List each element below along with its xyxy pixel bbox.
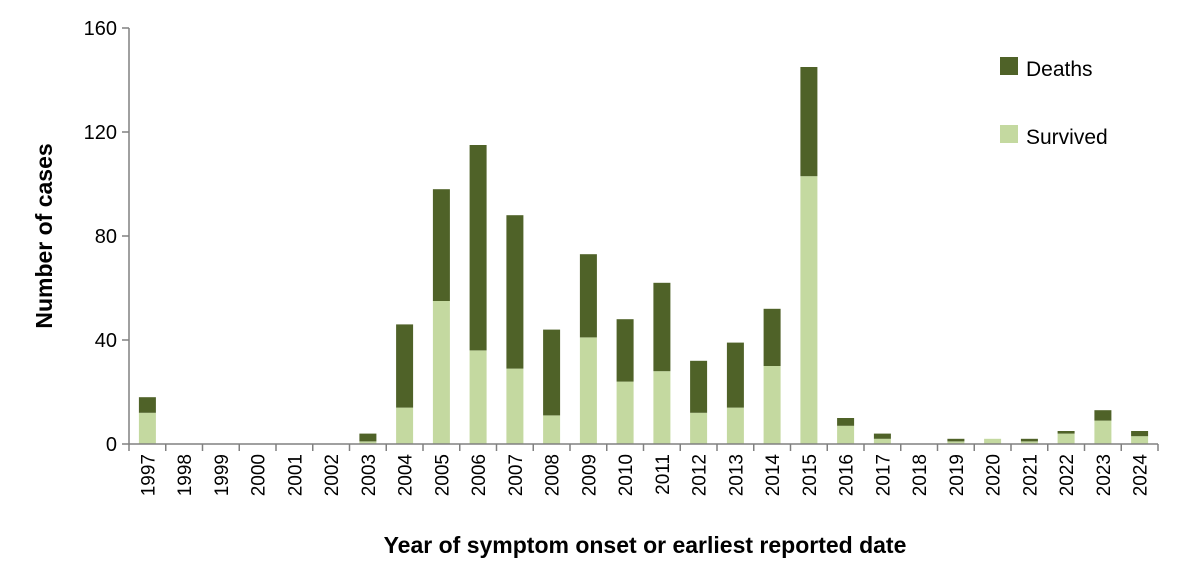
y-tick-label: 40 (95, 330, 117, 352)
bar-deaths-2008 (543, 329, 561, 416)
bar-deaths-2007 (506, 215, 524, 369)
bar-deaths-2022 (1057, 431, 1075, 434)
y-tick-label: 80 (95, 226, 117, 248)
legend-swatch-survived (1000, 125, 1018, 143)
bar-survived-2022 (1057, 433, 1075, 444)
x-tick-label-2015: 2015 (800, 454, 821, 496)
bar-survived-2024 (1131, 436, 1149, 444)
x-tick-label-2017: 2017 (873, 454, 894, 496)
bar-deaths-2009 (579, 254, 597, 338)
bar-survived-2016 (837, 425, 855, 444)
bar-survived-1997 (138, 412, 156, 444)
x-tick-group: 1997 1998 1999 2000 2001 2002 2003 2004 2005 2006… (128, 444, 1159, 497)
x-tick-label-2003: 2003 (359, 454, 380, 496)
x-tick-label-2022: 2022 (1057, 454, 1078, 496)
x-tick-label-2002: 2002 (322, 454, 343, 496)
bar-survived-2003 (359, 441, 377, 444)
x-tick-label-2012: 2012 (690, 454, 711, 496)
x-tick-label-1998: 1998 (175, 454, 196, 496)
axes-group (128, 28, 1158, 445)
x-tick-label-2011: 2011 (653, 454, 674, 495)
y-tick-label: 0 (106, 434, 117, 456)
bar-survived-2021 (1020, 441, 1038, 444)
bar-deaths-2014 (763, 308, 781, 366)
x-tick-label-2001: 2001 (285, 454, 306, 496)
bar-deaths-1997 (138, 397, 156, 413)
bar-deaths-2004 (396, 324, 414, 408)
x-tick-label-1999: 1999 (212, 454, 233, 496)
bar-deaths-2012 (690, 360, 708, 413)
bar-survived-2012 (690, 412, 708, 444)
bar-survived-2004 (396, 407, 414, 444)
x-tick-label-2007: 2007 (506, 454, 527, 496)
bar-survived-2019 (947, 441, 965, 444)
x-tick-label-2006: 2006 (469, 454, 490, 496)
x-tick-label-2008: 2008 (543, 454, 564, 496)
x-tick-label-1997: 1997 (138, 454, 159, 496)
bar-deaths-2016 (837, 418, 855, 426)
bar-deaths-2015 (800, 67, 818, 177)
y-tick-group: 0 40 80 120 160 (84, 18, 129, 456)
x-tick-label-2010: 2010 (616, 454, 637, 496)
bar-survived-2007 (506, 368, 524, 444)
x-tick-label-2016: 2016 (837, 454, 858, 496)
bar-survived-2020 (984, 438, 1002, 444)
x-tick-label-2009: 2009 (579, 454, 600, 496)
bar-survived-2008 (543, 415, 561, 444)
legend-swatch-deaths (1000, 57, 1018, 75)
bar-survived-2023 (1094, 420, 1112, 444)
bar-survived-2009 (579, 337, 597, 444)
y-axis-title: Number of cases (31, 143, 57, 328)
y-tick-label: 160 (84, 18, 117, 40)
x-tick-label-2000: 2000 (249, 454, 270, 496)
x-axis-title: Year of symptom onset or earliest report… (384, 532, 907, 558)
bar-deaths-2003 (359, 433, 377, 442)
legend: Deaths Survived (1000, 57, 1108, 149)
x-tick-label-2021: 2021 (1020, 454, 1041, 496)
bar-survived-2017 (873, 438, 891, 444)
bar-deaths-2006 (469, 145, 487, 351)
bar-survived-2005 (432, 301, 450, 444)
bar-survived-2011 (653, 371, 671, 444)
bar-deaths-2011 (653, 282, 671, 372)
x-tick-label-2005: 2005 (432, 454, 453, 496)
legend-label-survived: Survived (1026, 126, 1108, 149)
bar-survived-2013 (726, 407, 744, 444)
x-tick-label-2023: 2023 (1094, 454, 1115, 496)
x-tick-label-2014: 2014 (763, 454, 784, 497)
x-tick-label-2013: 2013 (726, 454, 747, 496)
bar-survived-2010 (616, 381, 634, 444)
y-tick-label: 120 (84, 122, 117, 144)
bars-group (138, 67, 1149, 444)
legend-label-deaths: Deaths (1026, 58, 1093, 81)
bar-deaths-2005 (432, 189, 450, 301)
x-tick-label-2024: 2024 (1131, 454, 1152, 497)
bar-survived-2014 (763, 366, 781, 444)
x-tick-label-2020: 2020 (984, 454, 1005, 496)
bar-deaths-2019 (947, 438, 965, 442)
bar-deaths-2013 (726, 342, 744, 408)
bar-survived-2006 (469, 350, 487, 444)
bar-deaths-2010 (616, 319, 634, 382)
bar-survived-2015 (800, 176, 818, 444)
x-tick-label-2004: 2004 (396, 454, 417, 497)
bar-deaths-2021 (1020, 438, 1038, 442)
bar-deaths-2024 (1131, 431, 1149, 437)
bar-deaths-2017 (873, 433, 891, 439)
bar-deaths-2023 (1094, 410, 1112, 421)
x-tick-label-2019: 2019 (947, 454, 968, 496)
x-tick-label-2018: 2018 (910, 454, 931, 496)
